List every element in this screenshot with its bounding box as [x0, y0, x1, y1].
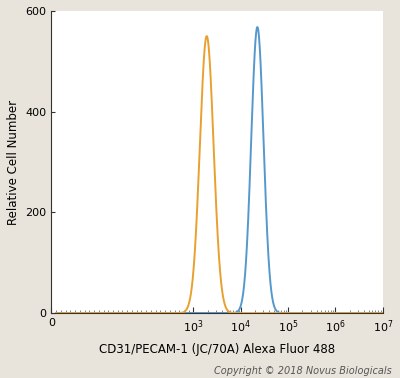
- Text: Copyright © 2018 Novus Biologicals: Copyright © 2018 Novus Biologicals: [214, 366, 392, 376]
- Y-axis label: Relative Cell Number: Relative Cell Number: [7, 99, 20, 225]
- X-axis label: CD31/PECAM-1 (JC/70A) Alexa Fluor 488: CD31/PECAM-1 (JC/70A) Alexa Fluor 488: [99, 343, 335, 356]
